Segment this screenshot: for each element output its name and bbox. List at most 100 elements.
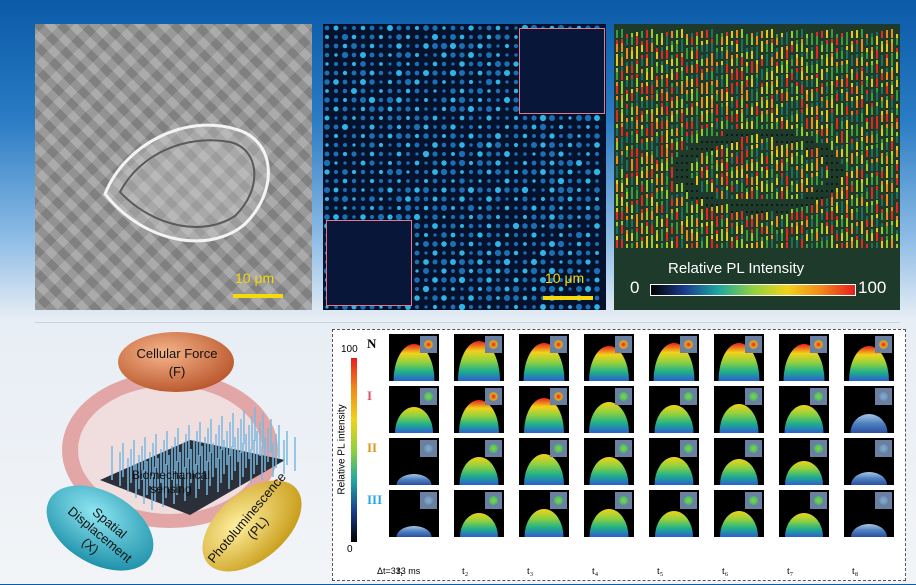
zoom-inset-bottom — [326, 220, 412, 306]
spot — [554, 340, 563, 349]
grid-colorbar-max: 100 — [341, 344, 358, 355]
spot — [879, 392, 888, 401]
row-label: I — [367, 388, 373, 403]
pl-frame — [779, 386, 829, 433]
spot-inset — [550, 336, 567, 353]
grid-colorbar-label: Relative PL intensity — [336, 404, 348, 495]
pl-peak — [785, 513, 823, 537]
pl-frame — [584, 334, 634, 381]
row-label: II — [367, 440, 378, 455]
spot-inset — [680, 336, 697, 353]
spot-inset — [745, 440, 762, 457]
pl-frame — [519, 334, 569, 381]
time-label: t₇ — [787, 566, 794, 577]
spot-inset — [680, 440, 697, 457]
spot — [619, 496, 628, 505]
spot-inset — [420, 336, 437, 353]
spot-inset — [680, 388, 697, 405]
pl-frame — [584, 490, 634, 537]
pl-frame — [779, 490, 829, 537]
pl-peak — [524, 509, 564, 537]
spot — [684, 496, 693, 505]
pl-frame — [844, 438, 894, 485]
spot — [424, 340, 433, 349]
pl-frame — [649, 334, 699, 381]
spot-inset — [550, 492, 567, 509]
pl-peak — [396, 474, 432, 485]
spot — [489, 340, 498, 349]
schematic-graphic — [46, 332, 302, 572]
pl-frame — [519, 438, 569, 485]
pl-peak — [785, 461, 823, 485]
time-label: t₃ — [527, 566, 534, 577]
spot — [424, 392, 433, 401]
pl-peak — [655, 511, 693, 537]
divider — [35, 322, 900, 323]
spot-inset — [810, 336, 827, 353]
pl-frame — [844, 386, 894, 433]
pl-peak — [589, 457, 629, 485]
pl-frame — [454, 490, 504, 537]
spot — [749, 496, 758, 505]
pl-frame — [454, 438, 504, 485]
pl-frame — [649, 438, 699, 485]
spot-inset — [680, 492, 697, 509]
intensity-panel: Relative PL Intensity 0 100 — [614, 24, 900, 310]
time-label: t₂ — [462, 566, 469, 577]
pl-frame — [584, 386, 634, 433]
pl-frame — [779, 334, 829, 381]
colorbar-min: 0 — [630, 278, 640, 297]
pl-peak — [784, 405, 824, 433]
spot — [424, 496, 433, 505]
pl-frame — [454, 386, 504, 433]
grid-colorbar-min: 0 — [347, 544, 353, 555]
pl-frame — [844, 334, 894, 381]
pl-peak — [460, 513, 498, 537]
time-label: t₅ — [657, 566, 664, 577]
spot — [814, 444, 823, 453]
spot-inset — [485, 336, 502, 353]
spot — [554, 496, 563, 505]
pl-peak — [654, 405, 694, 433]
spot — [879, 496, 888, 505]
spot — [684, 392, 693, 401]
spot-inset — [615, 492, 632, 509]
spot-inset — [745, 492, 762, 509]
colorbar — [650, 284, 856, 296]
spot-inset — [485, 492, 502, 509]
spot-inset — [615, 336, 632, 353]
pl-frame — [649, 490, 699, 537]
brightfield-panel: 10 μm — [35, 24, 312, 310]
pl-peak — [851, 472, 887, 485]
spot — [619, 340, 628, 349]
spot-inset — [420, 440, 437, 457]
cell-outline — [103, 123, 270, 243]
spot — [684, 444, 693, 453]
spot-inset — [875, 440, 892, 457]
spot — [749, 340, 758, 349]
row-label: N — [367, 336, 377, 351]
spot — [879, 340, 888, 349]
intensity-spikes — [616, 29, 898, 248]
pl-frame — [649, 386, 699, 433]
pl-peak — [654, 457, 694, 485]
spot-inset — [420, 388, 437, 405]
pl-frame — [714, 386, 764, 433]
spot — [749, 392, 758, 401]
interval-label: Δt=333 ms — [377, 566, 421, 576]
pl-peak — [850, 414, 888, 433]
spot-inset — [810, 388, 827, 405]
spot — [489, 444, 498, 453]
time-label: t₈ — [852, 566, 859, 577]
spot-inset — [875, 336, 892, 353]
pl-peak — [395, 407, 433, 433]
scale-label: 10 μm — [235, 270, 275, 286]
time-label: t₆ — [722, 566, 729, 577]
pl-frame — [389, 334, 439, 381]
spot-inset — [875, 492, 892, 509]
spot — [749, 444, 758, 453]
pl-peak — [459, 457, 499, 485]
pl-peak — [720, 459, 758, 485]
pl-frame — [714, 490, 764, 537]
scale-label: 10 μm — [545, 270, 585, 286]
